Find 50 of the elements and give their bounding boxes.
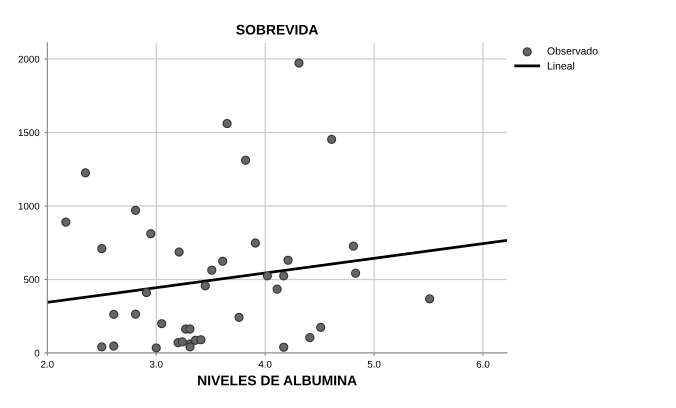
- point: [316, 322, 326, 332]
- point: [185, 342, 195, 352]
- point: [146, 229, 156, 238]
- point: [174, 247, 184, 257]
- point: [279, 271, 288, 281]
- point: [272, 284, 282, 294]
- legend-label: Observado: [548, 47, 598, 55]
- y-tick-label: 0: [34, 350, 40, 357]
- point: [279, 342, 288, 352]
- y-tick-label: 1000: [18, 202, 40, 210]
- chart-title: SOBREVIDA: [236, 24, 318, 35]
- x-tick-label: 6.0: [476, 360, 490, 368]
- point: [222, 118, 232, 128]
- point: [142, 288, 152, 298]
- point: [61, 218, 70, 227]
- point: [207, 266, 216, 275]
- point: [109, 310, 118, 320]
- point: [250, 238, 260, 248]
- x-tick-label: 5.0: [368, 360, 380, 368]
- point: [178, 337, 187, 347]
- point: [425, 294, 434, 304]
- x-tick-label: 2.0: [41, 360, 54, 368]
- y-tick-label: 500: [24, 276, 40, 284]
- legend-label: Lineal: [548, 62, 574, 70]
- point: [348, 241, 358, 251]
- point: [196, 335, 206, 344]
- point: [240, 156, 250, 165]
- point: [97, 342, 106, 352]
- point: [234, 312, 244, 322]
- point: [350, 268, 360, 278]
- y-tick-label: 1500: [18, 129, 40, 136]
- point: [109, 341, 118, 351]
- point: [157, 319, 166, 328]
- point: [262, 271, 272, 281]
- y-tick-label: 2000: [18, 56, 40, 63]
- point: [130, 310, 140, 319]
- x-tick-label: 3.0: [150, 360, 163, 368]
- point: [130, 206, 140, 215]
- point: [185, 324, 195, 334]
- point: [152, 343, 161, 353]
- point: [294, 58, 304, 68]
- x-tick-label: 4.0: [258, 360, 272, 368]
- point: [97, 244, 106, 254]
- point: [283, 256, 293, 265]
- point: [218, 256, 228, 266]
- x-axis-title: NIVELES DE ALBUMINA: [198, 376, 357, 386]
- point: [200, 281, 210, 291]
- point: [327, 134, 336, 144]
- point: [305, 333, 314, 342]
- point: [80, 168, 90, 178]
